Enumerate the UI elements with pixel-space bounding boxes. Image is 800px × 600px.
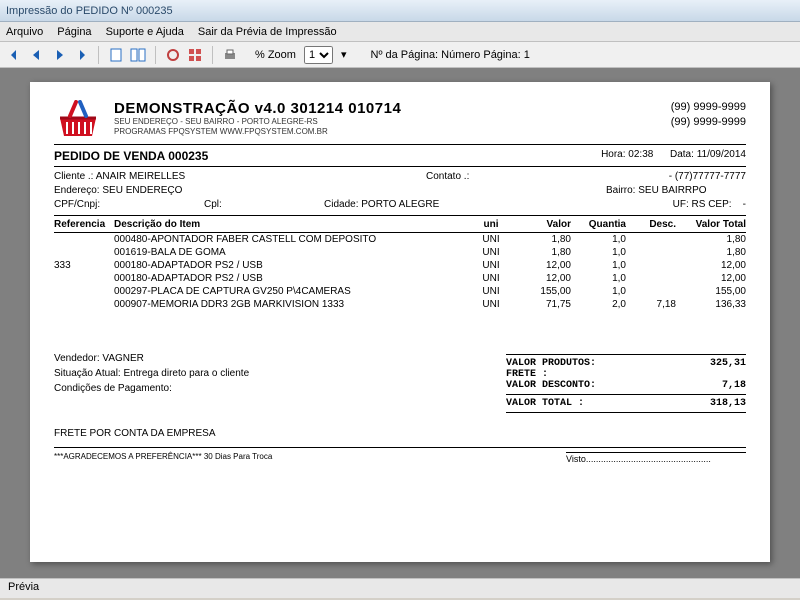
single-page-icon[interactable] xyxy=(107,46,125,64)
items-table: Referencia Descrição do Item uni Valor Q… xyxy=(54,219,746,311)
endereco-value: SEU ENDEREÇO xyxy=(102,185,182,196)
phone-2: (99) 9999-9999 xyxy=(671,115,746,130)
table-row: 333000180-ADAPTADOR PS2 / USBUNI12,001,0… xyxy=(54,259,746,272)
zoom-spinner-icon[interactable]: ▾ xyxy=(341,48,347,61)
data-value: 11/09/2014 xyxy=(697,149,746,160)
menu-suporte[interactable]: Suporte e Ajuda xyxy=(106,26,184,38)
col-desc: Descrição do Item xyxy=(114,219,471,230)
window-title: Impressão do PEDIDO Nº 000235 xyxy=(6,5,173,17)
situacao-value: Entrega direto para o cliente xyxy=(124,368,250,379)
zoom-select[interactable]: 1 xyxy=(304,46,333,64)
cliente-fone: - (77)77777-7777 xyxy=(606,170,746,184)
total-final-label: VALOR TOTAL : xyxy=(506,398,584,409)
menu-pagina[interactable]: Página xyxy=(57,26,91,38)
company-address: SEU ENDEREÇO - SEU BAIRRO - PORTO ALEGRE… xyxy=(114,117,659,127)
next-page-icon[interactable] xyxy=(50,46,68,64)
bairro-label: Bairro: xyxy=(606,185,635,196)
toolbar-sep2 xyxy=(155,46,156,64)
order-title: PEDIDO DE VENDA 000235 xyxy=(54,149,208,163)
condicoes-label: Condições de Pagamento: xyxy=(54,381,506,396)
first-page-icon[interactable] xyxy=(6,46,24,64)
prev-page-icon[interactable] xyxy=(28,46,46,64)
situacao-label: Situação Atual: xyxy=(54,368,121,379)
toolbar-sep3 xyxy=(212,46,213,64)
cliente-value: ANAIR MEIRELLES xyxy=(96,171,185,182)
menu-arquivo[interactable]: Arquivo xyxy=(6,26,43,38)
last-page-icon[interactable] xyxy=(72,46,90,64)
total-frete-label: FRETE : xyxy=(506,369,548,380)
multi-page-icon[interactable] xyxy=(129,46,147,64)
print-icon[interactable] xyxy=(221,46,239,64)
total-final-value: 318,13 xyxy=(710,398,746,409)
cep-label: CEP: xyxy=(708,199,731,210)
table-row: 000180-ADAPTADOR PS2 / USBUNI12,001,012,… xyxy=(54,272,746,285)
total-desc-value: 7,18 xyxy=(722,380,746,391)
col-qt: Quantia xyxy=(571,219,626,230)
col-uni: uni xyxy=(471,219,511,230)
table-row: 000480-APONTADOR FABER CASTELL COM DEPOS… xyxy=(54,233,746,246)
toolbar-sep xyxy=(98,46,99,64)
col-ref: Referencia xyxy=(54,219,114,230)
cidade-label: Cidade: xyxy=(324,199,358,210)
total-desc-label: VALOR DESCONTO: xyxy=(506,380,596,391)
visto-line: Visto...................................… xyxy=(566,452,746,464)
window-titlebar: Impressão do PEDIDO Nº 000235 xyxy=(0,0,800,22)
cpf-label: CPF/Cnpj: xyxy=(54,199,100,210)
contato-label: Contato .: xyxy=(426,171,469,182)
settings-icon[interactable] xyxy=(164,46,182,64)
total-prod-label: VALOR PRODUTOS: xyxy=(506,358,596,369)
uf-label: UF: xyxy=(673,199,689,210)
total-prod-value: 325,31 xyxy=(710,358,746,369)
company-title: DEMONSTRAÇÃO v4.0 301214 010714 xyxy=(114,100,659,117)
document-page: DEMONSTRAÇÃO v4.0 301214 010714 SEU ENDE… xyxy=(30,82,770,562)
hora-label: Hora: xyxy=(601,149,625,160)
statusbar: Prévia xyxy=(0,578,800,598)
status-text: Prévia xyxy=(8,581,39,593)
endereco-label: Endereço: xyxy=(54,185,100,196)
grid-icon[interactable] xyxy=(186,46,204,64)
data-label: Data: xyxy=(670,149,694,160)
phone-1: (99) 9999-9999 xyxy=(671,100,746,115)
vendedor-value: VAGNER xyxy=(102,353,144,364)
table-row: 001619-BALA DE GOMAUNI1,801,01,80 xyxy=(54,246,746,259)
cidade-value: PORTO ALEGRE xyxy=(361,199,439,210)
bairro-value: SEU BAIRRPO xyxy=(638,185,706,196)
menubar: Arquivo Página Suporte e Ajuda Sair da P… xyxy=(0,22,800,42)
col-total: Valor Total xyxy=(676,219,746,230)
table-row: 000907-MEMORIA DDR3 2GB MARKIVISION 1333… xyxy=(54,298,746,311)
cliente-label: Cliente .: xyxy=(54,171,93,182)
preview-canvas: DEMONSTRAÇÃO v4.0 301214 010714 SEU ENDE… xyxy=(0,68,800,578)
thanks-text: ***AGRADECEMOS A PREFERÊNCIA*** 30 Dias … xyxy=(54,452,272,464)
company-program: PROGRAMAS FPQSYSTEM WWW.FPQSYSTEM.COM.BR xyxy=(114,127,659,137)
frete-note: FRETE POR CONTA DA EMPRESA xyxy=(54,428,746,439)
table-row: 000297-PLACA DE CAPTURA GV250 P\4CAMERAS… xyxy=(54,285,746,298)
toolbar: % Zoom 1 ▾ Nº da Página: Número Página: … xyxy=(0,42,800,68)
cpl-label: Cpl: xyxy=(204,199,222,210)
menu-sair[interactable]: Sair da Prévia de Impressão xyxy=(198,26,337,38)
uf-value: RS xyxy=(692,199,706,210)
hora-value: 02:38 xyxy=(628,149,653,160)
zoom-label: % Zoom xyxy=(255,49,296,61)
col-desc-pct: Desc. xyxy=(626,219,676,230)
col-valor: Valor xyxy=(511,219,571,230)
vendedor-label: Vendedor: xyxy=(54,353,100,364)
basket-logo-icon xyxy=(54,100,102,140)
page-number-label: Nº da Página: Número Página: 1 xyxy=(371,49,530,61)
cep-value: - xyxy=(743,199,746,210)
